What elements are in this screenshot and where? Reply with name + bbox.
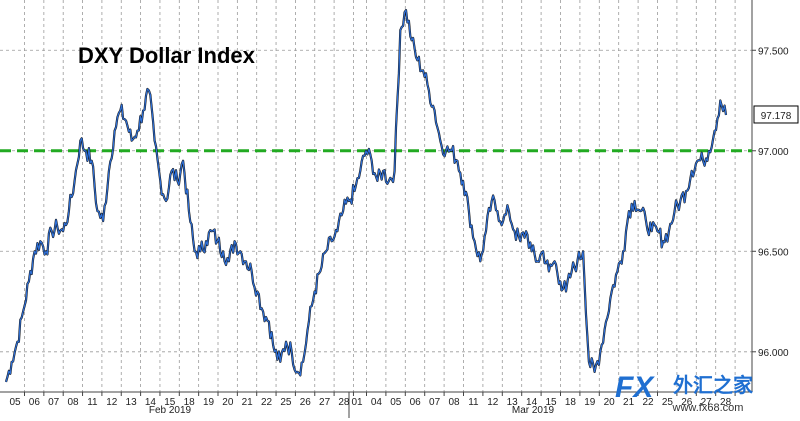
x-tick-label: 06 bbox=[29, 397, 41, 408]
watermark-url: www.fx68.com bbox=[672, 402, 744, 414]
y-tick-label: 97.000 bbox=[758, 147, 789, 158]
x-tick-label: 22 bbox=[642, 397, 654, 408]
x-tick-label: 27 bbox=[701, 397, 713, 408]
x-tick-label: 19 bbox=[203, 397, 215, 408]
x-tick-label: 25 bbox=[662, 397, 674, 408]
x-tick-label: 14 bbox=[145, 397, 157, 408]
x-tick-label: 18 bbox=[565, 397, 577, 408]
x-tick-label: 14 bbox=[526, 397, 538, 408]
x-tick-label: 11 bbox=[87, 397, 98, 408]
x-tick-label: 05 bbox=[9, 397, 21, 408]
x-tick-label: 20 bbox=[604, 397, 616, 408]
x-tick-label: 12 bbox=[106, 397, 118, 408]
x-tick-label: 07 bbox=[48, 397, 60, 408]
x-tick-label: 18 bbox=[184, 397, 196, 408]
x-tick-label: 15 bbox=[164, 397, 176, 408]
x-tick-label: 26 bbox=[300, 397, 312, 408]
x-tick-label: 08 bbox=[67, 397, 79, 408]
x-tick-label: 22 bbox=[261, 397, 273, 408]
x-tick-label: 11 bbox=[468, 397, 479, 408]
month-label-mar: Mar 2019 bbox=[512, 405, 555, 416]
last-value-box bbox=[753, 105, 799, 124]
x-tick-label: 13 bbox=[507, 397, 519, 408]
y-tick-label: 96.500 bbox=[758, 247, 789, 258]
x-tick-label: 19 bbox=[584, 397, 596, 408]
x-tick-label: 15 bbox=[545, 397, 557, 408]
x-tick-label: 25 bbox=[280, 397, 292, 408]
x-axis-ticks: 05 06 07 08 11 12 13 14 15 18 19 20 21 22 25 26 27 28 01 04… bbox=[9, 392, 736, 408]
x-tick-label: 04 bbox=[371, 397, 383, 408]
x-tick-label: 06 bbox=[410, 397, 422, 408]
chart-title: DXY Dollar Index bbox=[78, 43, 256, 68]
y-tick-label: 97.500 bbox=[758, 46, 789, 57]
last-value-badge: 97.178 bbox=[753, 105, 799, 124]
x-tick-label: 01 bbox=[351, 397, 363, 408]
series-line bbox=[5, 9, 727, 383]
vertical-gridlines bbox=[24, 0, 736, 392]
x-tick-label: 12 bbox=[487, 397, 499, 408]
x-tick-label: 07 bbox=[429, 397, 441, 408]
y-tick-label: 96.000 bbox=[758, 348, 789, 359]
x-tick-label: 26 bbox=[681, 397, 693, 408]
watermark-chinese: 外汇之家 bbox=[673, 373, 754, 397]
watermark-brand: FX bbox=[615, 371, 655, 404]
x-tick-label: 05 bbox=[390, 397, 402, 408]
last-value-label: 97.178 bbox=[761, 111, 792, 122]
watermark: FX 外汇之家 www.fx68.com bbox=[615, 371, 754, 414]
x-tick-label: 28 bbox=[720, 397, 732, 408]
x-tick-label: 28 bbox=[338, 397, 350, 408]
x-tick-label: 08 bbox=[448, 397, 460, 408]
y-axis-ticks: 96.000 96.500 97.000 97.500 bbox=[752, 46, 789, 359]
x-tick-label: 21 bbox=[242, 397, 254, 408]
horizontal-gridlines bbox=[0, 49, 752, 353]
x-tick-label: 27 bbox=[319, 397, 331, 408]
x-tick-label: 20 bbox=[222, 397, 234, 408]
x-tick-label: 13 bbox=[126, 397, 138, 408]
x-tick-label: 21 bbox=[623, 397, 635, 408]
month-label-feb: Feb 2019 bbox=[149, 405, 192, 416]
